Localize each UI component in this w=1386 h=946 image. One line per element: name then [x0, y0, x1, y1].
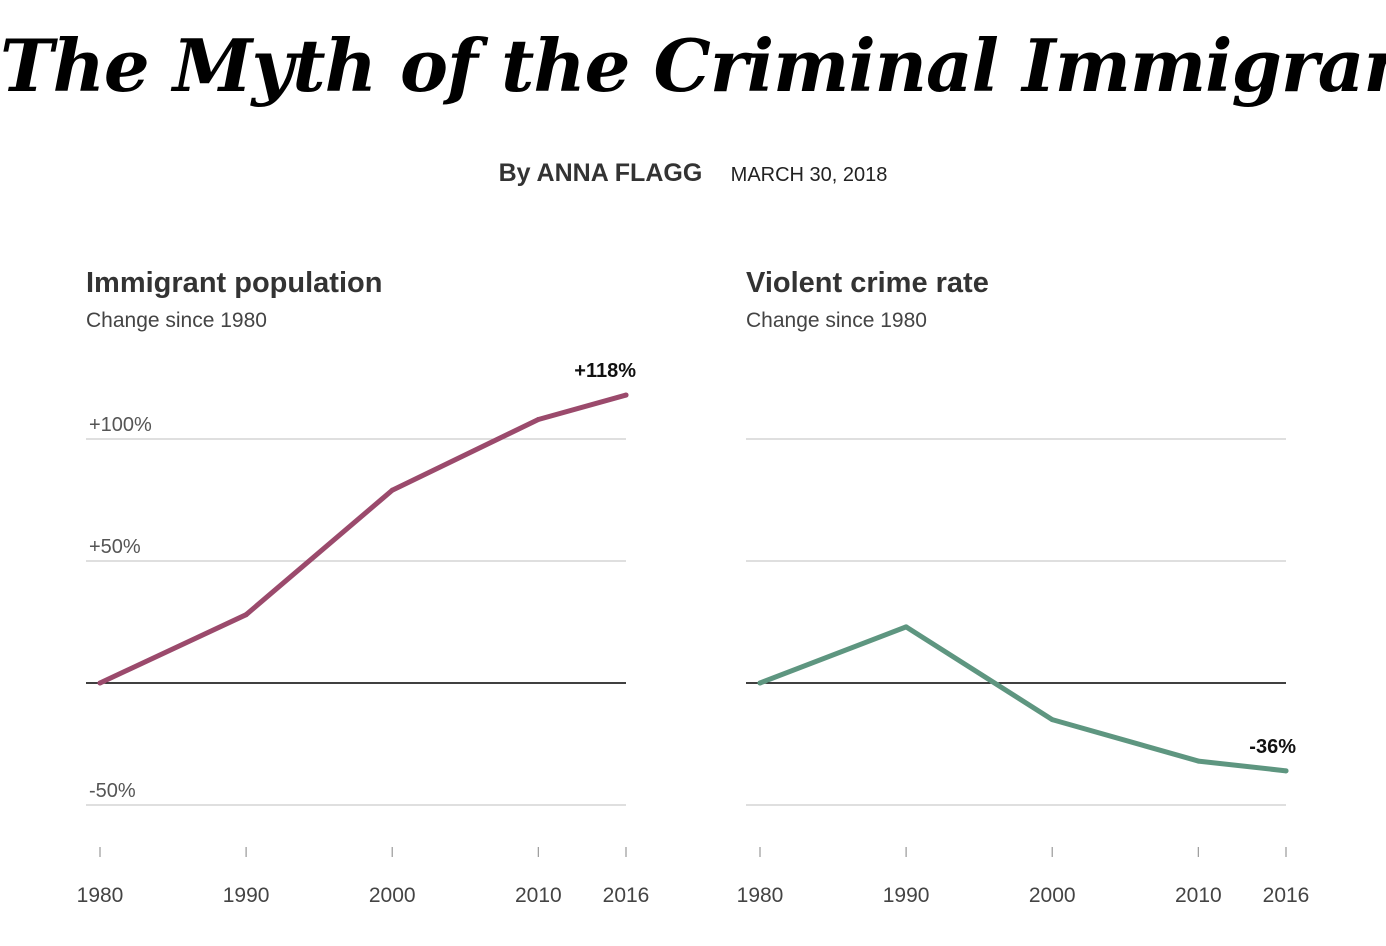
violent-crime-chart: Violent crime rate Change since 1980 198… — [737, 262, 1346, 932]
immigrant-population-chart: Immigrant population Change since 1980 +… — [77, 262, 686, 932]
author-name[interactable]: By ANNA FLAGG — [498, 159, 703, 187]
data-point — [389, 487, 395, 493]
chart-subtitle: Change since 1980 — [746, 309, 927, 332]
x-tick-label: 2010 — [515, 884, 562, 907]
x-tick-label: 2000 — [369, 884, 416, 907]
x-tick-label: 1990 — [223, 884, 270, 907]
y-tick-label: +100% — [89, 414, 152, 436]
data-point — [535, 416, 541, 422]
data-point — [623, 392, 629, 398]
data-point — [1195, 758, 1201, 764]
x-tick-label: 1990 — [883, 884, 930, 907]
data-point — [903, 624, 909, 630]
data-point — [1283, 768, 1289, 774]
headline: The Myth of the Criminal Immigrant — [0, 23, 1386, 108]
series-line — [757, 624, 1289, 774]
violent-crime-plot: 1980 1990 2000 2010 2016 -36% — [737, 438, 1310, 907]
series-line — [97, 392, 629, 686]
x-tick-label: 2010 — [1175, 884, 1222, 907]
publish-date: MARCH 30, 2018 — [730, 164, 888, 186]
x-tick-label: 2000 — [1029, 884, 1076, 907]
chart-subtitle: Change since 1980 — [86, 309, 267, 332]
chart-title: Immigrant population — [86, 267, 383, 299]
end-value-label: -36% — [1249, 736, 1296, 758]
data-point — [757, 680, 763, 686]
x-tick-label: 1980 — [77, 884, 124, 907]
data-point — [243, 612, 249, 618]
chart-title: Violent crime rate — [746, 267, 989, 299]
x-tick-label: 2016 — [1263, 884, 1310, 907]
y-tick-label: +50% — [89, 536, 141, 558]
x-tick-label: 2016 — [603, 884, 650, 907]
x-tick-label: 1980 — [737, 884, 784, 907]
end-value-label: +118% — [574, 360, 636, 382]
data-point — [97, 680, 103, 686]
byline: By ANNA FLAGG MARCH 30, 2018 — [0, 156, 1386, 192]
immigrant-population-plot: +100% +50% -50% 1980 1990 2000 2010 2016 +118% — [77, 360, 650, 907]
y-tick-label: -50% — [89, 780, 136, 802]
data-point — [1049, 717, 1055, 723]
